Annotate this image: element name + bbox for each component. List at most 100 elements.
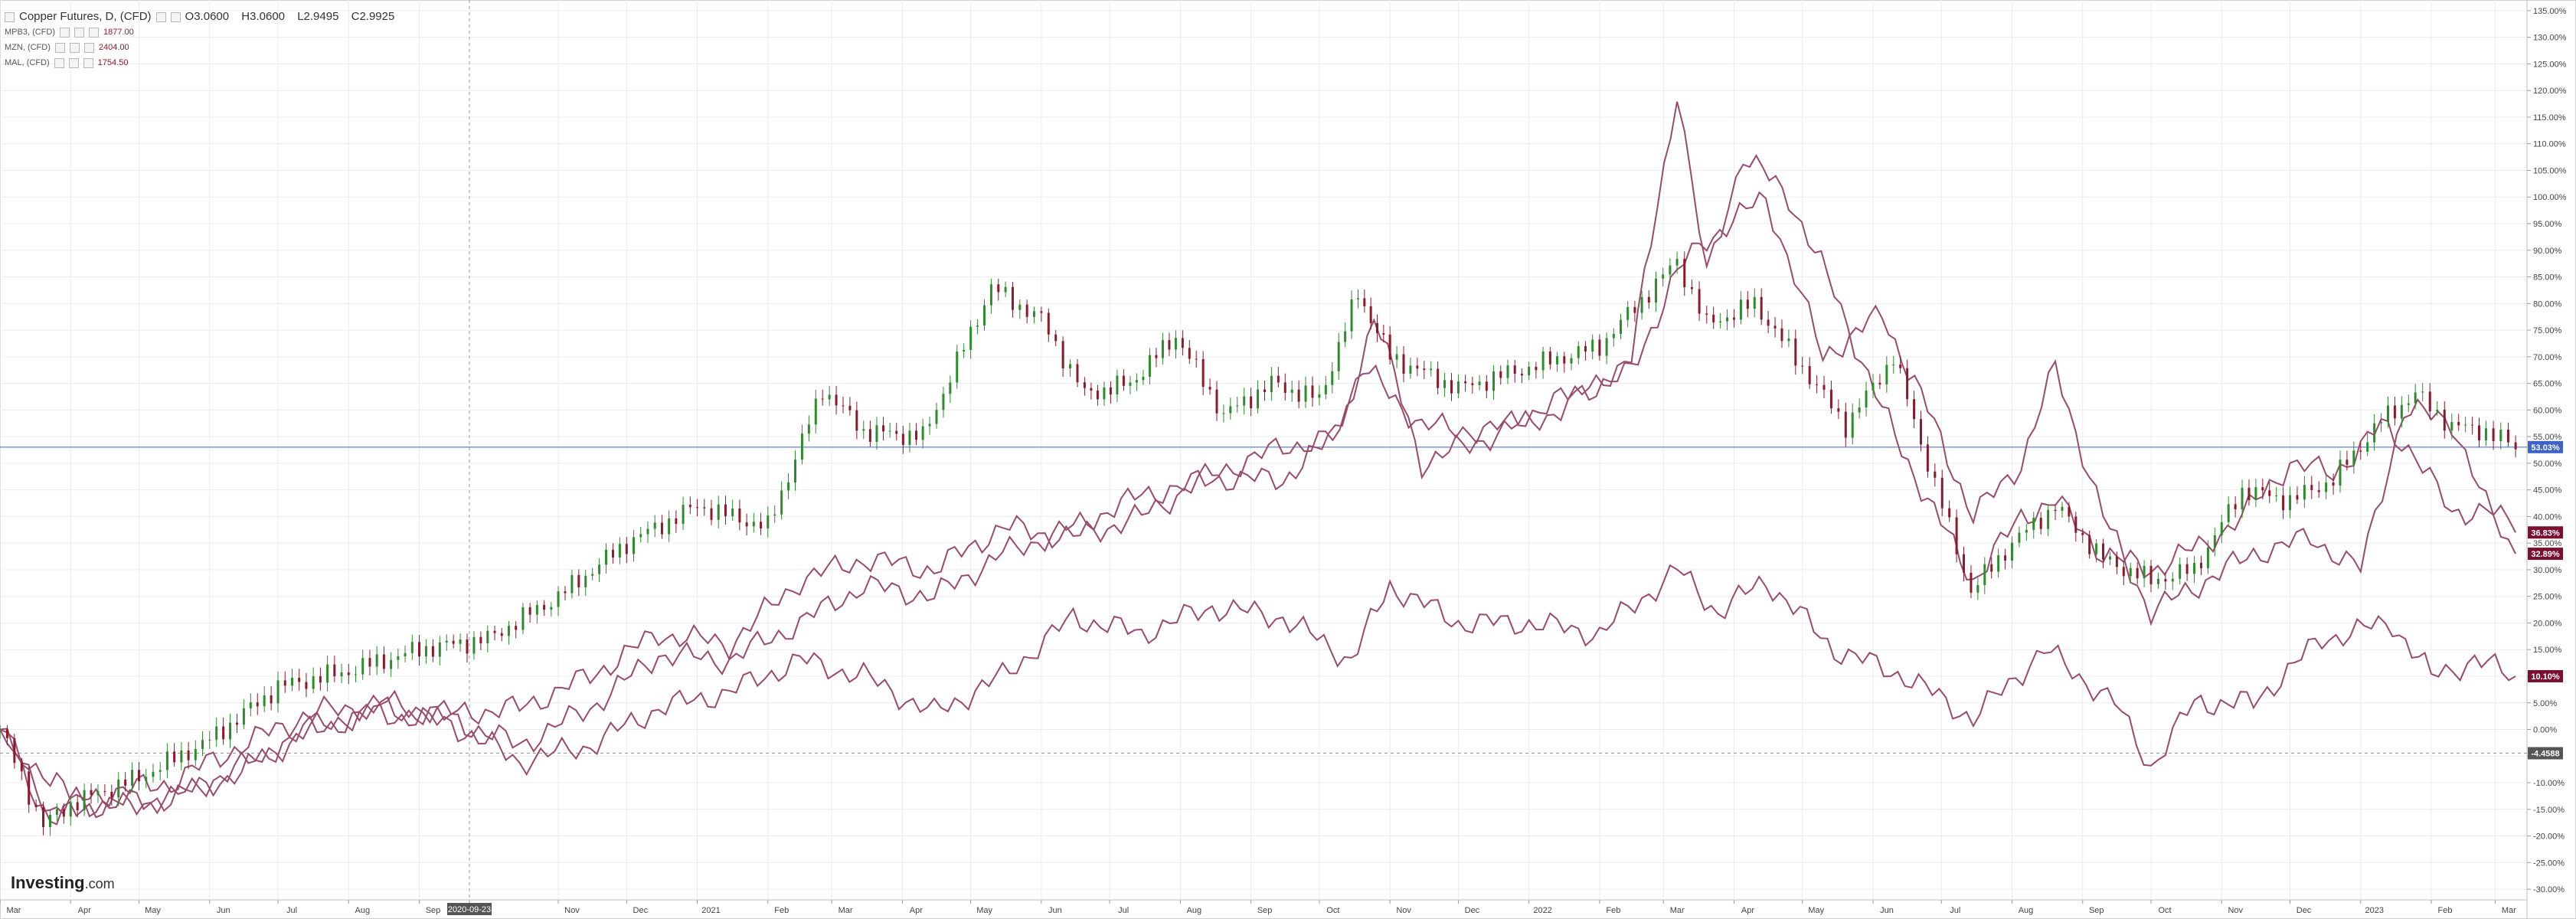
- close-icon[interactable]: [83, 57, 93, 68]
- series-end-label: 36.83%: [2531, 528, 2560, 538]
- candle-body: [1913, 399, 1916, 420]
- y-tick-label: 50.00%: [2533, 460, 2562, 469]
- candle-body: [215, 726, 218, 740]
- candle-body: [2081, 532, 2084, 535]
- legend-series-value: 1754.50: [97, 58, 129, 67]
- x-tick-label: Jun: [1048, 906, 1062, 915]
- candle-body: [96, 791, 100, 795]
- candle-body: [1654, 278, 1657, 303]
- x-tick-label: Dec: [2296, 906, 2312, 915]
- candle-body: [724, 504, 727, 517]
- candle-body: [48, 815, 51, 827]
- y-tick-label: -30.00%: [2533, 885, 2565, 894]
- candle-body: [605, 549, 608, 565]
- y-tick-label: 45.00%: [2533, 486, 2562, 495]
- candle-body: [235, 722, 238, 725]
- settings-icon[interactable]: [69, 42, 80, 53]
- candle-body: [543, 604, 546, 610]
- candle-body: [646, 528, 649, 535]
- candle-body: [1188, 348, 1191, 359]
- x-tick-label: Oct: [2158, 906, 2171, 915]
- chart-legend: Copper Futures, D, (CFD) O3.0600 H3.0600…: [5, 9, 404, 70]
- legend-series-row[interactable]: MAL, (CFD) 1754.50: [5, 55, 404, 70]
- close-icon[interactable]: [83, 42, 94, 53]
- candle-body: [2054, 509, 2057, 512]
- eye-icon[interactable]: [54, 57, 64, 68]
- eye-icon[interactable]: [54, 42, 65, 53]
- candle-body: [2478, 425, 2481, 441]
- legend-main-row[interactable]: Copper Futures, D, (CFD) O3.0600 H3.0600…: [5, 9, 404, 25]
- eye-icon[interactable]: [60, 27, 70, 38]
- candle-body: [1195, 358, 1198, 360]
- x-tick-label: Jun: [1880, 906, 1894, 915]
- candle-body: [1816, 384, 1819, 385]
- candle-body: [1851, 412, 1854, 438]
- candle-body: [1620, 319, 1623, 335]
- close-icon[interactable]: [89, 27, 99, 38]
- candle-body: [180, 750, 183, 763]
- candle-body: [2414, 392, 2417, 404]
- x-tick-label: 2021: [701, 906, 720, 915]
- candle-body: [1712, 314, 1715, 322]
- candle-body: [1311, 385, 1314, 398]
- legend-series-name: MZN, (CFD): [5, 43, 51, 52]
- y-tick-label: 40.00%: [2533, 512, 2562, 522]
- candle-body: [1350, 299, 1353, 332]
- candle-body: [1506, 365, 1509, 378]
- settings-icon[interactable]: [68, 57, 79, 68]
- candle-body: [2018, 532, 2021, 543]
- candle-body: [1222, 413, 1225, 414]
- collapse-icon[interactable]: [5, 11, 15, 22]
- candle-body: [1801, 365, 1804, 367]
- candle-body: [1541, 352, 1545, 371]
- candle-body: [618, 544, 621, 558]
- candle-body: [949, 382, 952, 394]
- candle-body: [347, 672, 350, 675]
- close-icon[interactable]: [170, 11, 181, 22]
- candle-body: [424, 646, 427, 657]
- candle-body: [1277, 375, 1280, 383]
- candle-body: [688, 505, 691, 508]
- candle-body: [390, 659, 393, 669]
- candle-body: [1318, 394, 1321, 398]
- x-tick-label: Mar: [839, 906, 853, 915]
- candle-body: [438, 642, 441, 657]
- candle-body: [557, 591, 560, 607]
- candle-body: [2268, 490, 2271, 496]
- candle-body: [521, 607, 525, 630]
- candle-body: [42, 806, 45, 827]
- candle-body: [2179, 564, 2182, 579]
- candle-body: [1437, 368, 1440, 388]
- x-tick-label: May: [976, 906, 992, 915]
- candle-body: [2171, 578, 2174, 582]
- candle-body: [1780, 328, 1783, 342]
- candle-body: [821, 398, 824, 400]
- candle-body: [1548, 352, 1551, 365]
- settings-icon[interactable]: [74, 27, 84, 38]
- candle-body: [794, 460, 797, 482]
- candle-body: [2484, 428, 2487, 441]
- candle-body: [2234, 504, 2237, 510]
- candle-body: [2436, 409, 2439, 412]
- settings-icon[interactable]: [155, 11, 166, 22]
- candle-body: [731, 508, 734, 517]
- crosshair-date-label: 2020-09-23: [448, 905, 491, 914]
- ohlc-readout: O3.0600 H3.0600 L2.9495 C2.9925: [185, 10, 395, 23]
- candle-body: [2136, 567, 2139, 579]
- legend-series-row[interactable]: MZN, (CFD) 2404.00: [5, 40, 404, 55]
- series-line: [0, 564, 2516, 818]
- candle-body: [290, 678, 293, 686]
- candle-body: [2206, 547, 2209, 568]
- candle-body: [1837, 408, 1840, 412]
- candle-body: [1047, 312, 1050, 335]
- candle-body: [2164, 578, 2167, 582]
- legend-series-row[interactable]: MPB3, (CFD) 1877.00: [5, 25, 404, 40]
- x-tick-label: Feb: [774, 906, 789, 915]
- candle-body: [2254, 487, 2257, 500]
- candle-body: [2325, 482, 2328, 492]
- candle-body: [2393, 405, 2396, 419]
- candle-body: [2310, 485, 2313, 491]
- candle-body: [1423, 368, 1426, 371]
